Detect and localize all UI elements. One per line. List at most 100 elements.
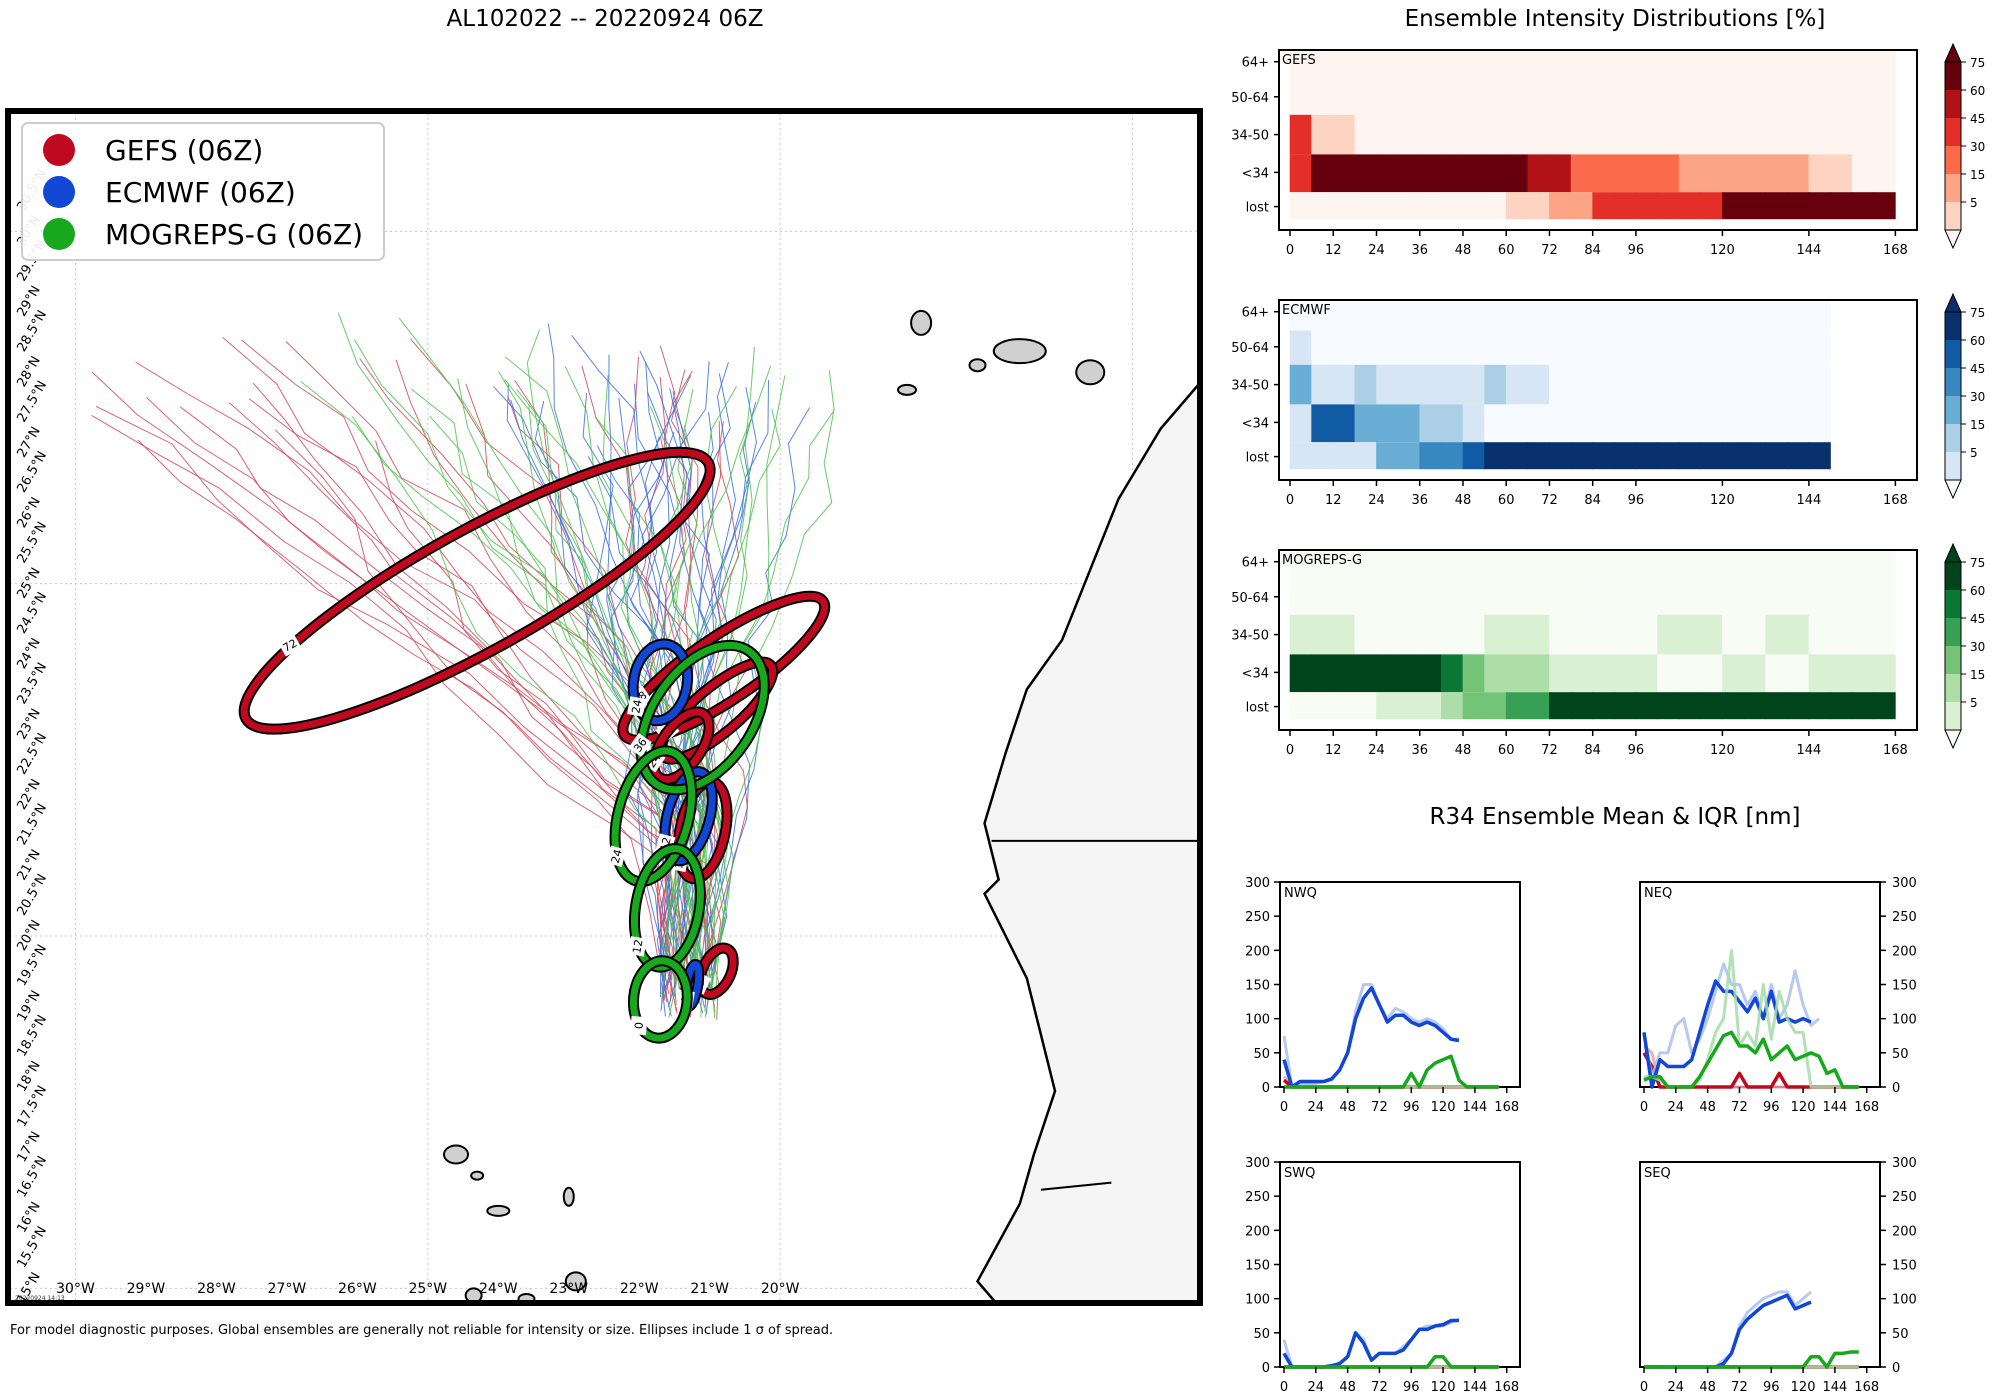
heatmap-cell [1311,80,1334,115]
heatmap-x-label: 72 [1541,743,1558,758]
heatmap-cell [1614,300,1637,331]
heatmap-cell [1614,50,1637,81]
x-tick-label: 0 [1640,1100,1648,1115]
heatmap-cell [1570,404,1593,443]
heatmap-cell [1722,692,1745,720]
legend-marker [43,176,75,208]
heatmap-cell [1808,50,1831,81]
y-tick-label: 200 [1892,1224,1917,1239]
heatmap-cell [1657,654,1680,693]
heatmap-cell [1311,692,1334,720]
ellipse-hour-label: 24 [629,699,644,715]
heatmap-cell [1765,404,1788,443]
heatmap-cell [1332,404,1356,443]
heatmap-cell [1614,614,1637,655]
map-timestamp: 20220924 14:13 [15,1295,65,1302]
heatmap-cell [1549,114,1572,155]
heatmap-cell [1311,300,1334,331]
heatmap-cell [1830,192,1853,220]
heatmap-cell [1484,404,1507,443]
chart-title: SWQ [1284,1166,1315,1181]
ellipse-ring [611,747,696,886]
y-tick-label: 150 [1245,979,1270,994]
heatmap-cell [1678,154,1702,193]
heatmap-cell [1808,442,1831,470]
heatmap-cell [1765,50,1788,81]
r34-seq-chart: SEQ 0 24 48 72 96 120 144 168 0 50 100 150 200 250 300 [1639,1156,1917,1395]
heatmap-cell [1678,614,1702,655]
heatmap-row-label: 50-64 [1231,341,1269,356]
heatmap-cell [1376,654,1399,693]
heatmap-cell [1700,300,1723,331]
heatmap-cell [1549,154,1572,193]
series-line-mogreps-g [1284,1054,1499,1089]
longitude-label: 23°W [549,1281,588,1297]
heatmap-cell [1354,692,1377,720]
heatmap-cell [1765,80,1788,115]
heatmap-cell [1678,330,1702,365]
colorbar-label: 75 [1970,556,1985,570]
heatmap-cell [1484,654,1507,693]
heatmap-cell [1549,330,1572,365]
heatmap-cell [1808,580,1831,615]
heatmap-cell [1786,330,1810,365]
colorbar-segment [1945,702,1961,730]
heatmap-cell [1743,404,1766,443]
heatmap-cell [1873,580,1896,615]
y-tick-label: 150 [1892,979,1917,994]
chart-frame [1639,881,1881,1088]
heatmap-cell [1527,80,1550,115]
x-tick-label: 24 [1668,1380,1685,1395]
heatmap-cell [1830,614,1853,655]
heatmap-cell [1635,550,1658,581]
heatmap-cell [1376,80,1399,115]
heatmap-row-label: lost [1246,451,1269,466]
colorbar-segment [1945,396,1961,424]
heatmap-x-label: 0 [1286,493,1294,508]
heatmap-cell [1397,404,1421,443]
heatmap-cell [1592,50,1615,81]
heatmap-cell [1851,692,1875,720]
heatmap-cell [1397,550,1421,581]
heatmap-cell [1765,330,1788,365]
x-tick-label: 72 [1731,1100,1748,1115]
heatmap-cell [1354,654,1377,693]
series-line-mogreps-g [1643,1030,1859,1089]
heatmap-cell [1419,404,1442,443]
heatmap-cell [1332,654,1356,693]
heatmap-x-label: 48 [1455,743,1472,758]
heatmap-cell [1592,330,1615,365]
heatmap-cell [1354,192,1377,220]
legend-marker [43,218,75,250]
heatmap-cell [1376,442,1399,470]
ellipse-label-bg [278,633,302,657]
map-legend: GEFS (06Z) ECMWF (06Z) MOGREPS-G (06Z) [21,122,385,261]
island [992,338,1047,365]
heatmap-cell [1786,580,1810,615]
series-line-ecmwf [1282,986,1460,1089]
heatmap-cell [1635,50,1658,81]
heatmap-cell [1376,192,1399,220]
heatmap-cell [1549,654,1572,693]
longitude-label: 27°W [268,1281,307,1297]
heatmap-cell [1505,692,1529,720]
heatmap-cell [1419,114,1442,155]
heatmap-cell [1635,114,1658,155]
colorbar-segment [1945,646,1961,674]
heatmap-cell [1505,154,1529,193]
heatmap-cell [1527,114,1550,155]
track-line [228,402,673,1002]
heatmap-cell [1592,80,1615,115]
colorbar-label: 5 [1970,696,1978,710]
heatmap-cell [1786,404,1810,443]
heatmap-cell [1570,154,1593,193]
colorbar-segment [1945,562,1961,590]
track-line [91,371,672,1003]
track-map[interactable]: 72483624120241203624120 30°W29°W28°W27°W… [5,108,1203,1306]
heatmap-cell [1614,192,1637,220]
y-tick-label: 300 [1245,1156,1270,1171]
heatmap-cell [1743,192,1766,220]
heatmap-cell [1419,614,1442,655]
heatmap-cell [1765,580,1788,615]
heatmap-cell [1635,442,1658,470]
